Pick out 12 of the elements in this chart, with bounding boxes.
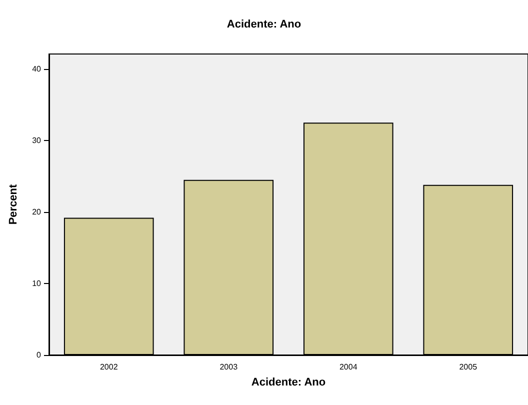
x-tick-label: 2003	[220, 362, 238, 372]
y-tick-label: 10	[32, 279, 42, 288]
chart-title: Acidente: Ano	[226, 18, 302, 30]
y-tick-label: 20	[32, 208, 42, 217]
y-axis-title: Percent	[8, 184, 20, 225]
y-tick-label: 30	[32, 136, 42, 146]
y-tick-label: 40	[32, 64, 42, 74]
x-axis-title: Acidente: Ano	[251, 376, 326, 388]
x-tick-label: 2002	[100, 362, 118, 372]
y-tick-label: 0	[36, 350, 42, 360]
x-tick-label: 2004	[339, 362, 358, 372]
x-tick-label: 2005	[459, 362, 478, 372]
